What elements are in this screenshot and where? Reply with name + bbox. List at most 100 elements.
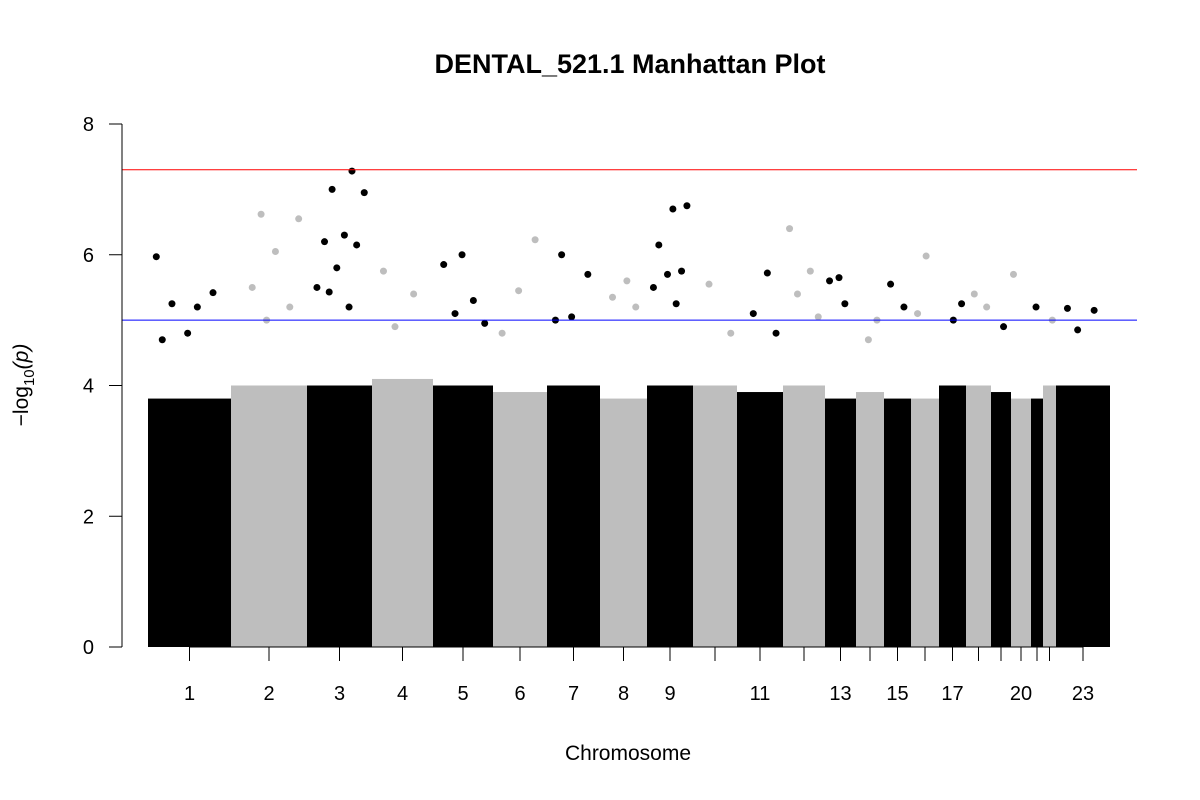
snp-bulk [856, 392, 884, 647]
snp-point [632, 303, 640, 311]
snp-bulk [1056, 385, 1110, 647]
snp-bulk [693, 385, 737, 647]
snp-point [1032, 303, 1040, 311]
snp-point [1000, 323, 1008, 331]
y-tick-label: 2 [83, 506, 94, 528]
y-tick-label: 4 [83, 376, 94, 398]
snp-point [257, 210, 265, 218]
snp-bulk [647, 385, 693, 647]
x-tick-label: 3 [334, 683, 345, 705]
x-tick-label: 15 [886, 683, 908, 705]
snp-point [678, 267, 686, 275]
x-tick-label: 20 [1010, 683, 1032, 705]
snp-bulk [737, 392, 783, 647]
snp-point [900, 303, 908, 311]
snp-point [669, 205, 677, 213]
snp-point [345, 303, 353, 311]
snp-point [209, 289, 217, 297]
snp-bulk [493, 392, 547, 647]
y-label-part: −log [10, 386, 33, 426]
snp-bulk [1043, 385, 1056, 647]
x-tick-label: 7 [568, 683, 579, 705]
snp-bulk [1031, 398, 1043, 647]
snp-point [623, 277, 631, 285]
snp-bulk [783, 385, 825, 647]
x-axis-label: Chromosome [565, 742, 691, 765]
y-tick-label: 0 [83, 637, 94, 659]
snp-point [158, 336, 166, 344]
snp-bulk [966, 385, 991, 647]
snp-bulk [939, 385, 966, 647]
snp-point [568, 313, 576, 321]
snp-point [663, 270, 671, 278]
y-tick-label: 6 [83, 245, 94, 267]
snp-point [313, 283, 321, 291]
snp-point [325, 288, 333, 296]
snp-point [321, 238, 329, 246]
x-tick-label: 2 [263, 683, 274, 705]
snp-point [391, 323, 399, 331]
snp-point [271, 247, 279, 255]
snp-point [806, 267, 814, 275]
snp-point [193, 303, 201, 311]
snp-bulk [307, 385, 372, 647]
x-tick-label: 11 [750, 683, 771, 705]
snp-point [379, 267, 387, 275]
snp-point [333, 264, 341, 272]
snp-bulk [1011, 398, 1031, 647]
y-label-part: (p) [10, 344, 33, 370]
snp-point [826, 277, 834, 285]
snp-point [887, 280, 895, 288]
snp-point [672, 300, 680, 308]
snp-bulk [547, 385, 600, 647]
snp-point [558, 251, 566, 259]
snp-point [970, 290, 978, 298]
snp-point [1009, 270, 1017, 278]
snp-point [1063, 304, 1071, 312]
x-tick-label: 1 [184, 683, 195, 705]
snp-point [410, 290, 418, 298]
y-tick-label: 8 [83, 114, 94, 136]
snp-point [184, 329, 192, 337]
y-axis-label: −log10(p) [10, 344, 38, 427]
snp-point [348, 167, 356, 175]
x-tick-label: 9 [664, 683, 675, 705]
snp-point [864, 336, 872, 344]
x-tick-label: 23 [1072, 683, 1094, 705]
snp-point [295, 215, 303, 223]
snp-point [814, 313, 822, 321]
snp-point [1074, 326, 1082, 334]
snp-point [248, 283, 256, 291]
snp-point [286, 303, 294, 311]
snp-point [922, 252, 930, 260]
snp-bulk [148, 398, 231, 647]
snp-bulk [372, 378, 433, 647]
snp-point [515, 287, 523, 295]
snp-point [152, 253, 160, 261]
snp-bulk [991, 392, 1011, 647]
snp-bulk [911, 398, 939, 647]
snp-point [763, 269, 771, 277]
snp-point [649, 283, 657, 291]
snp-point [793, 290, 801, 298]
chart-title: DENTAL_521.1 Manhattan Plot [434, 49, 825, 79]
snp-bulk [600, 398, 647, 647]
snp-point [1090, 306, 1098, 314]
snp-point [340, 231, 348, 239]
x-tick-label: 6 [514, 683, 525, 705]
x-tick-label: 4 [397, 683, 408, 705]
snp-point [531, 236, 539, 244]
snp-point [498, 329, 506, 337]
snp-point [958, 300, 966, 308]
snp-point [584, 270, 592, 278]
snp-point [451, 310, 459, 318]
snp-point [835, 274, 843, 282]
snp-point [727, 329, 735, 337]
snp-point [609, 293, 617, 301]
snp-point [168, 300, 176, 308]
snp-point [353, 241, 361, 249]
snp-point [481, 319, 489, 327]
y-label-sub: 10 [21, 369, 38, 386]
